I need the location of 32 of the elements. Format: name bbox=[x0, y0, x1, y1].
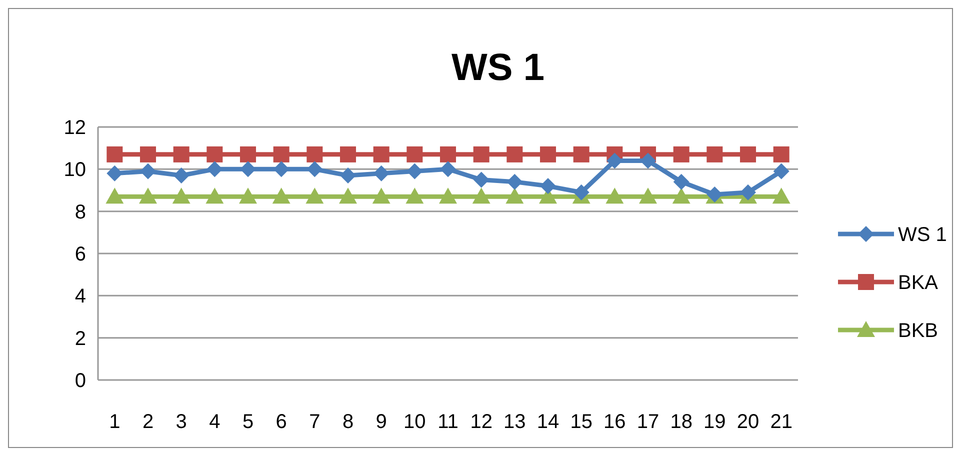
chart-title: WS 1 bbox=[452, 47, 544, 89]
y-tick-label: 4 bbox=[74, 286, 86, 308]
x-tick-label: 18 bbox=[670, 411, 692, 433]
legend-label: BKB bbox=[898, 320, 938, 342]
x-tick-label: 21 bbox=[770, 411, 792, 433]
x-tick-label: 6 bbox=[276, 411, 287, 433]
y-tick-label: 8 bbox=[74, 201, 86, 224]
x-tick-label: 14 bbox=[536, 411, 560, 433]
x-tick-label: 7 bbox=[309, 411, 320, 433]
x-tick-label: 8 bbox=[342, 411, 354, 433]
y-tick-label: 6 bbox=[74, 244, 86, 266]
x-tick-label: 2 bbox=[142, 411, 154, 433]
legend-label: BKA bbox=[898, 272, 939, 294]
x-tick-label: 3 bbox=[176, 411, 187, 433]
x-tick-label: 4 bbox=[209, 411, 220, 433]
x-tick-label: 20 bbox=[736, 411, 760, 433]
y-tick-label: 12 bbox=[64, 117, 86, 139]
x-tick-label: 1 bbox=[109, 411, 120, 433]
y-tick-label: 2 bbox=[74, 328, 86, 350]
x-tick-label: 16 bbox=[604, 411, 626, 433]
x-tick-label: 12 bbox=[470, 411, 492, 433]
x-tick-label: 9 bbox=[376, 411, 387, 433]
x-tick-label: 15 bbox=[570, 411, 592, 433]
x-tick-label: 19 bbox=[704, 411, 726, 433]
legend-label: WS 1 bbox=[898, 224, 947, 246]
x-tick-label: 10 bbox=[404, 411, 426, 433]
x-tick-label: 13 bbox=[504, 411, 526, 433]
x-tick-label: 11 bbox=[438, 411, 458, 433]
y-tick-label: 10 bbox=[64, 159, 86, 182]
x-tick-label: 5 bbox=[242, 411, 254, 433]
y-tick-label: 0 bbox=[74, 370, 86, 392]
x-tick-label: 17 bbox=[636, 411, 660, 433]
